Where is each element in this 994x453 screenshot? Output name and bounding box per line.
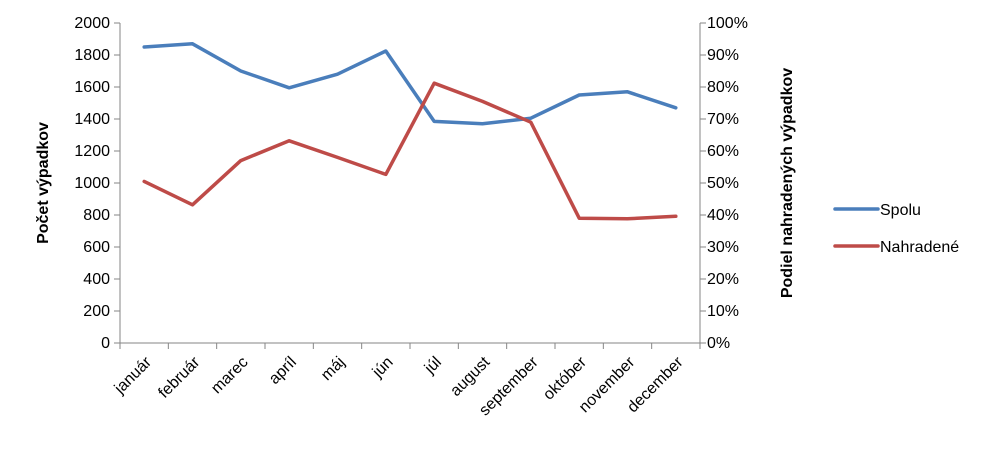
y2-tick-label: 40% <box>707 207 739 224</box>
y2-tick-label: 30% <box>707 239 739 256</box>
series-lines <box>142 42 678 221</box>
series-line-nahradené <box>142 81 678 221</box>
axes <box>119 23 701 344</box>
x-tick-label: február <box>155 353 203 401</box>
y-tick-label: 800 <box>83 207 110 224</box>
legend: Spolu Nahradené <box>833 202 959 256</box>
x-tick-label: jún <box>369 354 397 382</box>
y2-tick-label: 50% <box>707 175 739 192</box>
y-tick-label: 0 <box>101 335 110 352</box>
y2-tick-label: 100% <box>707 15 748 32</box>
x-tick-label: máj <box>318 354 348 384</box>
y2-tick-label: 10% <box>707 303 739 320</box>
y2-axis-title: Podiel nahradených výpadkov <box>779 68 796 298</box>
y-axis-title: Počet výpadkov <box>35 122 52 244</box>
x-tick-label: august <box>447 353 493 399</box>
y-tick-label: 600 <box>83 239 110 256</box>
y-tick-label: 1800 <box>74 47 110 64</box>
y2-tick-label: 60% <box>707 143 739 160</box>
y-tick-label: 1600 <box>74 79 110 96</box>
series-line-spolu <box>142 42 678 126</box>
y-tick-label: 400 <box>83 271 110 288</box>
y-tick-label: 1200 <box>74 143 110 160</box>
y-tick-label: 1000 <box>74 175 110 192</box>
x-tick-label: marec <box>208 354 251 397</box>
y-tick-label: 1400 <box>74 111 110 128</box>
y2-tick-label: 80% <box>707 79 739 96</box>
y-tick-label: 200 <box>83 303 110 320</box>
y2-tick-label: 20% <box>707 271 739 288</box>
y-tick-label: 2000 <box>74 15 110 32</box>
x-tick-label: júl <box>421 354 445 378</box>
legend-label-spolu: Spolu <box>880 202 921 219</box>
y2-tick-label: 70% <box>707 111 739 128</box>
x-tick-label: apríl <box>266 354 300 388</box>
legend-label-nahradené: Nahradené <box>880 239 959 256</box>
y2-tick-label: 0% <box>707 335 730 352</box>
x-tick-label: január <box>111 353 156 398</box>
y2-tick-label: 90% <box>707 47 739 64</box>
